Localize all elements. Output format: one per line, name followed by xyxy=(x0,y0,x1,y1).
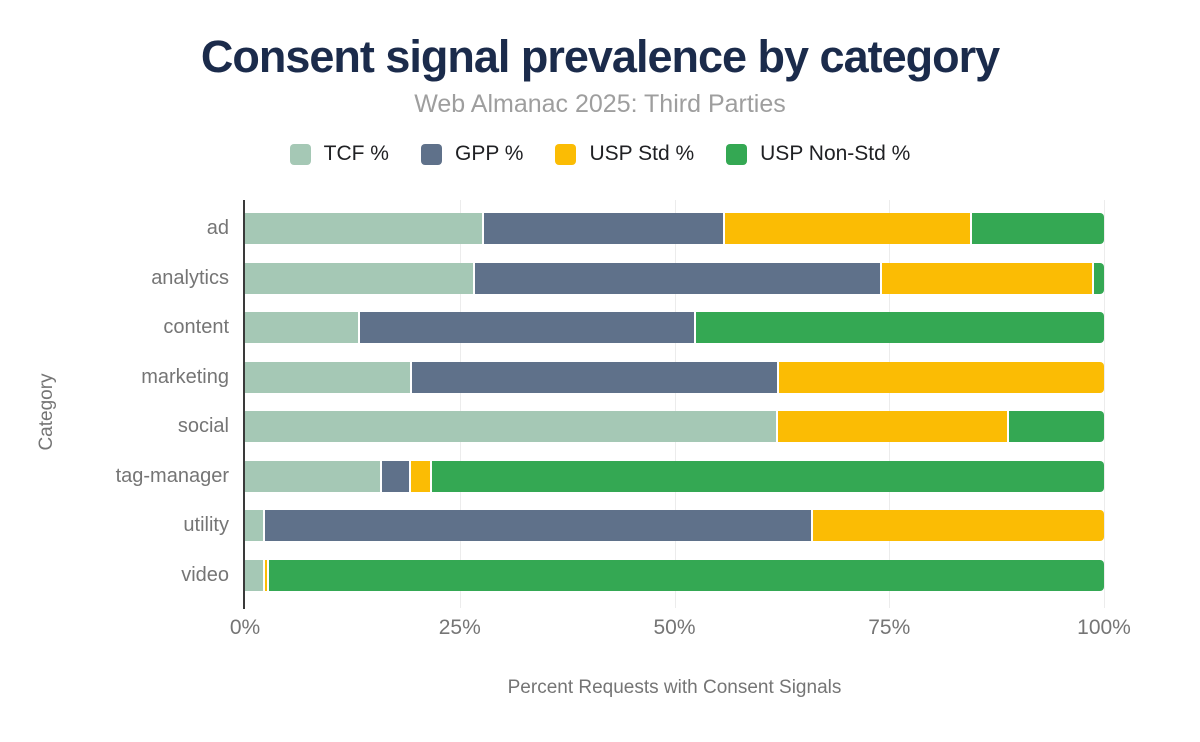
segment-video-uspnon-std xyxy=(267,559,1104,591)
legend: TCF % GPP % USP Std % USP Non-Std % xyxy=(0,142,1200,166)
bar-row-utility xyxy=(245,510,1104,541)
segment-tag-manager-tcf xyxy=(245,460,380,492)
segment-tag-manager-uspnon-std xyxy=(429,460,1104,492)
legend-swatch-icon xyxy=(289,143,311,165)
category-label-tag-manager: tag-manager xyxy=(115,464,229,487)
bar-row-video xyxy=(245,559,1104,591)
legend-label: USP Non-Std % xyxy=(760,142,911,165)
gridline-50 xyxy=(674,200,676,608)
bar-row-marketing xyxy=(245,361,1104,393)
x-axis-title: Percent Requests with Consent Signals xyxy=(507,677,842,698)
gridline-100 xyxy=(1104,200,1105,608)
segment-ad-uspnon-std xyxy=(969,213,1104,244)
legend-label: TCF % xyxy=(323,142,389,165)
bar-row-analytics xyxy=(245,262,1104,294)
x-tick-100pct: 100% xyxy=(1077,616,1131,639)
x-tick-50pct: 50% xyxy=(653,616,696,639)
chart-title: Consent signal prevalence by category xyxy=(200,31,1000,82)
segment-content-gpp xyxy=(358,312,695,343)
segment-utility-gpp xyxy=(263,510,812,541)
segment-social-uspstd xyxy=(775,411,1007,442)
segment-tag-manager-gpp xyxy=(379,460,410,492)
legend-item-uspstd: USP Std % xyxy=(555,142,694,166)
segment-analytics-gpp xyxy=(472,262,880,294)
x-tick-75pct: 75% xyxy=(868,616,911,639)
legend-item-tcf: TCF % xyxy=(289,142,389,166)
segment-marketing-gpp xyxy=(409,361,777,393)
segment-ad-tcf xyxy=(245,213,483,244)
legend-label: USP Std % xyxy=(589,142,695,165)
segment-tag-manager-uspstd xyxy=(409,460,430,492)
plot-area: ad analytics content marketing social tag-man… xyxy=(116,200,1131,639)
gridline-75 xyxy=(889,200,891,608)
category-label-video: video xyxy=(181,563,229,586)
segment-ad-uspstd xyxy=(723,213,970,244)
segment-analytics-uspstd xyxy=(879,262,1092,294)
segment-analytics-uspnon-std xyxy=(1091,262,1104,294)
bar-row-social xyxy=(245,411,1104,442)
bar-row-ad xyxy=(245,213,1104,244)
y-axis-title: Category xyxy=(36,373,57,451)
segment-content-uspnon-std xyxy=(694,312,1104,343)
legend-item-uspnon-std: USP Non-Std % xyxy=(726,142,910,166)
category-label-utility: utility xyxy=(183,514,229,536)
segment-marketing-tcf xyxy=(245,361,410,393)
gridline-25 xyxy=(459,200,461,608)
legend-item-gpp: GPP % xyxy=(420,142,524,166)
segment-ad-gpp xyxy=(482,213,724,244)
y-axis-line xyxy=(243,200,245,609)
bar-row-tag-manager xyxy=(245,460,1104,492)
x-tick-25pct: 25% xyxy=(438,616,481,639)
segment-marketing-uspstd xyxy=(776,361,1104,393)
category-label-social: social xyxy=(177,415,229,437)
segment-video-tcf xyxy=(245,559,264,591)
category-label-content: content xyxy=(163,316,229,338)
legend-swatch-icon xyxy=(420,143,442,165)
category-label-analytics: analytics xyxy=(151,266,229,289)
segment-analytics-tcf xyxy=(245,262,473,294)
segment-video-uspstd xyxy=(263,559,268,591)
legend-swatch-icon xyxy=(726,143,748,165)
category-label-ad: ad xyxy=(206,217,229,239)
segment-social-uspnon-std xyxy=(1006,411,1104,442)
bar-row-content xyxy=(245,312,1104,343)
category-label-marketing: marketing xyxy=(141,365,229,388)
chart-subtitle: Web Almanac 2025: Third Parties xyxy=(414,90,786,118)
segment-utility-uspstd xyxy=(811,510,1104,541)
segment-social-tcf xyxy=(245,411,776,442)
segment-utility-tcf xyxy=(245,510,264,541)
segment-content-tcf xyxy=(245,312,359,343)
x-tick-0pct: 0% xyxy=(229,616,261,639)
legend-label: GPP % xyxy=(454,142,524,165)
legend-swatch-icon xyxy=(555,143,577,165)
